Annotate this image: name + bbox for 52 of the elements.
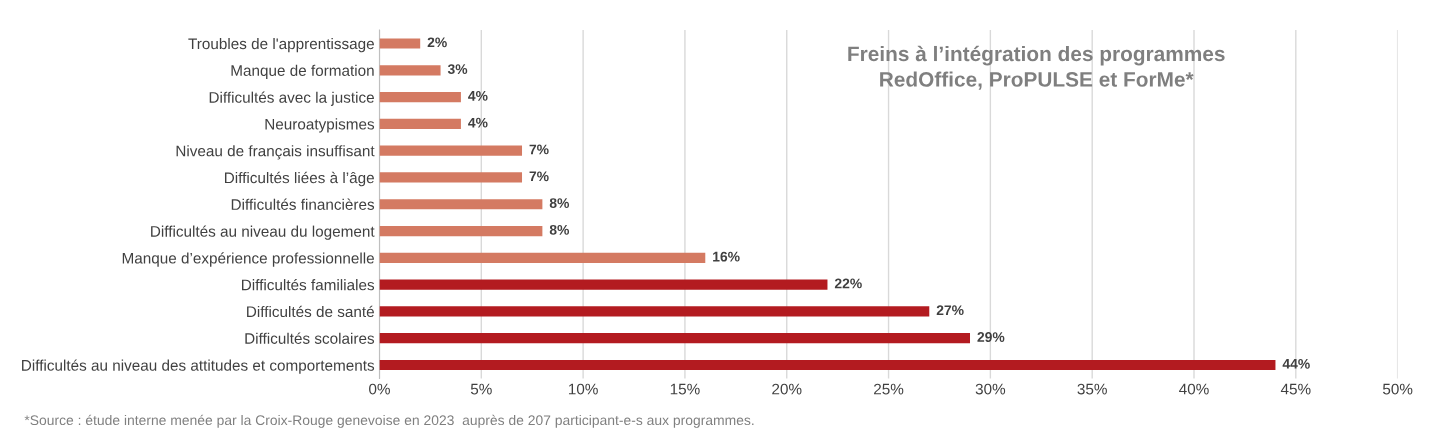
x-tick-label: 10% xyxy=(568,383,598,395)
bar xyxy=(379,91,461,103)
data-label: 22% xyxy=(834,278,862,289)
x-tick-label: 45% xyxy=(1280,383,1311,395)
bar xyxy=(379,279,828,290)
bar xyxy=(379,333,971,344)
y-tick-label: Difficultés liées à l’âge xyxy=(224,171,374,187)
y-tick-label: Neuroatypismes xyxy=(265,118,375,133)
x-tick-label: 50% xyxy=(1382,383,1413,395)
y-tick-label: Difficultés scolaires xyxy=(245,332,375,344)
x-tick-label: 25% xyxy=(874,383,904,395)
y-tick-label: Troubles de l'apprentissage xyxy=(188,37,374,53)
bar xyxy=(379,359,1276,371)
bar xyxy=(379,252,706,263)
data-label: 8% xyxy=(549,198,570,208)
x-tick-label: 20% xyxy=(772,383,802,395)
data-label: 29% xyxy=(977,332,1005,342)
data-label: 4% xyxy=(468,91,488,101)
data-label: 16% xyxy=(713,251,740,262)
x-tick-label: 30% xyxy=(975,383,1006,395)
data-label: 7% xyxy=(529,171,549,182)
x-tick-label: 0% xyxy=(369,383,390,395)
bar xyxy=(379,65,441,76)
data-label: 4% xyxy=(468,117,488,128)
data-label: 44% xyxy=(1282,358,1310,369)
y-tick-label: Difficultés au niveau des attitudes et comportements xyxy=(22,359,375,374)
data-label: 2% xyxy=(427,37,447,48)
x-tick-label: 15% xyxy=(670,383,700,395)
x-tick-label: 40% xyxy=(1179,383,1209,395)
bar xyxy=(379,118,461,129)
y-tick-label: Difficultés financières xyxy=(231,198,375,210)
y-tick-label: Difficultés avec la justice xyxy=(209,91,374,106)
y-tick-label: Manque de formation xyxy=(231,64,374,79)
x-tick-label: 35% xyxy=(1077,383,1107,395)
bar xyxy=(379,38,421,49)
bar xyxy=(379,199,543,210)
y-tick-label: Niveau de français insuffisant xyxy=(176,145,375,160)
y-tick-label: Difficultés de santé xyxy=(247,305,374,318)
data-label: 3% xyxy=(447,64,468,75)
y-tick-label: Manque d’expérience professionnelle xyxy=(122,252,374,267)
bar xyxy=(379,225,543,237)
data-label: 8% xyxy=(549,224,570,235)
text: Freins à l’intégration des programmes RedOffice, ProPULSE et ForMe* xyxy=(848,45,1225,90)
y-tick-label: Difficultés au niveau du logement xyxy=(151,225,375,240)
bar xyxy=(379,306,930,317)
bar xyxy=(379,145,523,156)
x-tick-label: 5% xyxy=(470,383,492,395)
data-label: 7% xyxy=(529,144,549,155)
y-tick-label: Difficultés familiales xyxy=(242,278,375,291)
bar xyxy=(379,172,523,183)
data-label: 27% xyxy=(936,305,964,316)
text: *Source : étude interne menée par la Croix-Rouge genevoise en 2023 auprès de 207 participant-e-s aux programmes. xyxy=(24,414,754,428)
